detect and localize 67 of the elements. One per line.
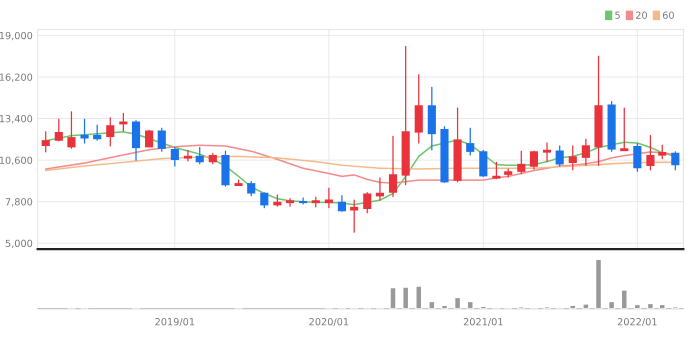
bar [569,304,576,309]
x-tick-label: 2019/01 [155,318,194,326]
candlestick [196,146,204,164]
y-tick-label: 13,400 [0,115,32,124]
candlestick [208,152,217,164]
candlestick [299,197,308,205]
candlestick [170,146,179,167]
legend-label: 60 [662,12,674,19]
candlestick [568,145,577,170]
bar [440,304,448,309]
bar [389,286,397,309]
legend-label: 20 [636,12,647,19]
x-tick-label: 2020/01 [309,318,348,326]
y-tick-label: 16,200 [0,73,32,82]
y-tick-label: 5,000 [6,240,32,248]
candlestick [556,145,564,167]
candlestick [338,195,346,212]
candlestick [42,131,50,153]
candlestick [80,118,89,144]
y-tick-label: 10,600 [0,156,32,165]
bar [634,304,641,309]
candlestick [247,180,256,196]
candlestick [542,142,552,162]
candlestick [350,200,358,233]
candlestick [54,118,63,142]
x-tick-label: 2021/01 [464,318,503,326]
candlestick [119,112,128,132]
bar [620,289,628,309]
bar [646,302,654,309]
candlestick [517,150,526,174]
candlestick [479,150,488,178]
candlestick [492,162,500,180]
y-tick-label: 7,800 [6,198,32,206]
candlestick [184,150,192,162]
candlestick [466,128,474,156]
candlestick [260,192,268,208]
bar [402,286,410,309]
candlestick [273,194,282,207]
bar [582,303,590,309]
candlestick [658,144,666,160]
bar [594,258,602,309]
candlestick [67,111,76,149]
candlestick [582,138,590,166]
bar [415,285,422,309]
candlestick [671,151,680,170]
candlestick [312,196,320,208]
y-tick-label: 19,000 [0,32,32,40]
candlestick [376,177,384,201]
bar [480,306,487,309]
legend-label: 5 [615,12,620,19]
candlestick [363,192,372,214]
candlestick [646,134,654,170]
candlestick [145,130,154,148]
candlestick [620,108,628,152]
candlestick [324,188,333,208]
candlestick [388,136,398,198]
candlestick [93,124,102,141]
candlestick [106,117,114,147]
bar [466,300,474,309]
candlestick [530,150,538,170]
bar [428,300,436,309]
x-tick-label: 2022/01 [618,318,657,326]
candlestick [158,128,166,152]
bar [608,300,616,309]
bar [658,304,666,309]
candlestick [633,143,642,172]
bar [454,296,462,309]
